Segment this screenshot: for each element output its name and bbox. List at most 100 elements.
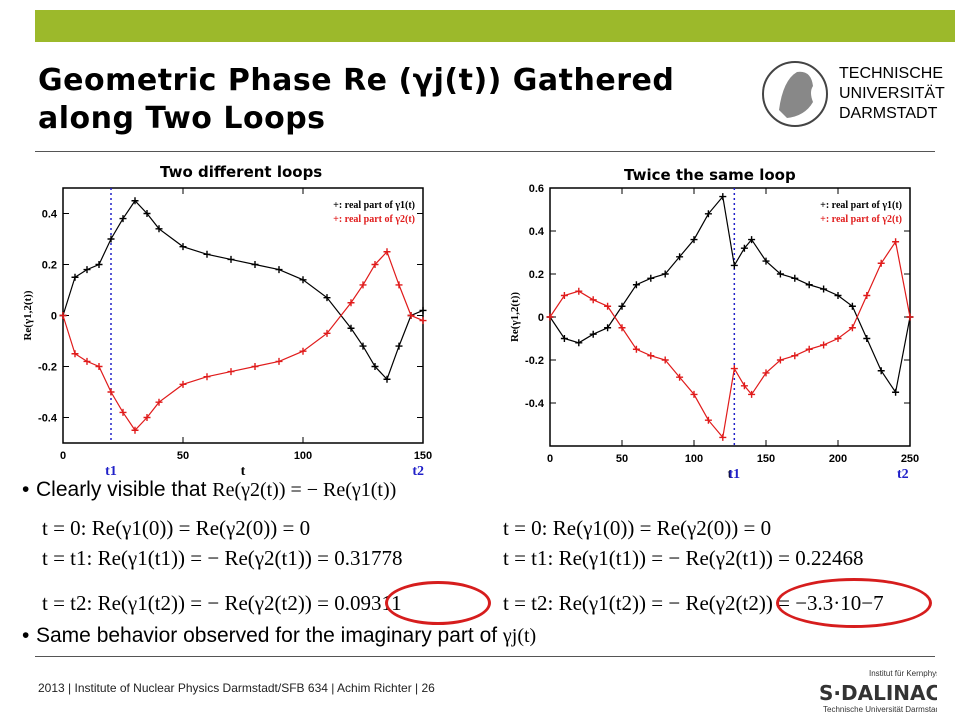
data-point: [632, 281, 640, 289]
data-point: [155, 225, 163, 233]
eq-left-1: t = 0: Re(γ1(0)) = Re(γ2(0)) = 0: [42, 516, 311, 540]
data-point: [251, 363, 259, 370]
data-point: [83, 357, 91, 365]
data-point: [107, 388, 115, 396]
data-point: [95, 261, 103, 268]
athena-head-icon: [779, 71, 813, 118]
data-point: [59, 312, 67, 319]
data-point: [805, 345, 813, 353]
data-point: [892, 238, 900, 246]
legend-entry: +: real part of γ2(t): [820, 214, 902, 225]
data-point: [863, 335, 871, 342]
data-point: [359, 281, 367, 289]
data-point: [347, 299, 355, 307]
data-point: [275, 266, 283, 274]
data-point: [371, 363, 379, 370]
data-point: [227, 368, 235, 376]
data-point: [395, 342, 403, 350]
data-point: [71, 273, 79, 281]
data-point: [776, 356, 784, 364]
data-point: [877, 367, 885, 375]
data-point: [676, 253, 684, 261]
footer-divider: [35, 656, 935, 657]
bullet-1-math: Re(γ2(t)) = − Re(γ1(t)): [212, 479, 397, 501]
highlight-circle-right: [776, 578, 932, 628]
data-point: [719, 193, 727, 201]
x-tick-label: 0: [547, 453, 553, 465]
chart2-title: Twice the same loop: [624, 166, 796, 184]
data-point: [748, 236, 756, 244]
data-point: [299, 276, 307, 284]
y-tick-label: 0.6: [529, 183, 544, 195]
legend-entry: +: real part of γ2(t): [333, 214, 415, 225]
plot-frame: [62, 187, 424, 444]
logo-emblem-icon: [762, 61, 828, 127]
data-point: [704, 210, 712, 218]
time-marker-label: t1: [105, 464, 117, 479]
data-point: [589, 330, 597, 338]
data-point: [820, 341, 828, 349]
header-divider: [35, 151, 935, 152]
data-point: [730, 365, 738, 373]
data-point: [371, 261, 379, 268]
data-point: [647, 352, 655, 360]
data-point: [71, 350, 79, 358]
tu-darmstadt-logo: TECHNISCHE UNIVERSITÄT DARMSTADT: [762, 61, 945, 127]
eq-right-1: t = 0: Re(γ1(0)) = Re(γ2(0)) = 0: [503, 516, 772, 540]
time-marker-label: t1: [728, 467, 740, 482]
data-point: [877, 259, 885, 267]
data-point: [299, 347, 307, 355]
data-point: [143, 414, 151, 421]
time-marker-label: t2: [412, 464, 424, 479]
y-tick-label: -0.2: [38, 362, 57, 374]
slide-title: Geometric Phase Re (γj(t)) Gathered alon…: [38, 62, 738, 138]
legend-entry: +: real part of γ1(t): [820, 200, 902, 211]
data-point: [776, 270, 784, 278]
data-point: [546, 313, 554, 321]
y-tick-label: 0.4: [42, 209, 58, 221]
eq-right-2: t = t1: Re(γ1(t1)) = − Re(γ2(t1)) = 0.22…: [503, 546, 864, 570]
data-point: [560, 335, 568, 342]
data-point: [848, 302, 856, 310]
x-tick-label: 150: [757, 453, 775, 465]
data-point: [762, 257, 770, 265]
bullet-1: • Clearly visible that Re(γ2(t)) = − Re(γ…: [22, 478, 397, 501]
x-axis-label: t: [728, 467, 733, 482]
chart-same-loop: -0.4 -0.2 0 0.2 0.4 0.6 0 50 100 150 200 250 Re(γ1,2…: [509, 183, 919, 482]
bullet-2-math: γj(t): [502, 625, 537, 647]
data-point: [906, 313, 914, 321]
y-tick-label: 0.2: [42, 260, 57, 272]
data-point: [155, 398, 163, 406]
data-point: [275, 357, 283, 365]
data-point: [179, 380, 187, 388]
data-point: [347, 324, 355, 332]
data-point: [863, 292, 871, 299]
data-point: [383, 375, 391, 383]
eq-left-2: t = t1: Re(γ1(t1)) = − Re(γ2(t1)) = 0.31…: [42, 546, 403, 570]
logo-text-1: TECHNISCHE: [839, 65, 943, 82]
data-point: [892, 388, 900, 396]
bullet-2-text: Same behavior observed for the imaginary…: [36, 624, 503, 647]
data-point: [690, 390, 698, 398]
data-point: [618, 324, 626, 332]
data-point: [661, 270, 669, 278]
data-point: [730, 261, 738, 269]
x-tick-label: 250: [901, 453, 919, 465]
dalinac-text-3: Technische Universität Darmstadt: [823, 705, 937, 714]
data-point: [251, 261, 259, 268]
data-point: [179, 243, 187, 251]
data-point: [834, 335, 842, 342]
data-point: [791, 352, 799, 360]
accent-bar: [35, 10, 955, 42]
data-point: [834, 292, 842, 299]
dalinac-text-2: S·DALINAC: [819, 681, 937, 705]
plot-frame: [549, 187, 911, 447]
data-point: [131, 426, 139, 434]
data-point: [119, 408, 127, 416]
data-point: [661, 356, 669, 364]
data-point: [419, 317, 427, 325]
data-point: [690, 236, 698, 244]
y-tick-label: -0.4: [525, 398, 545, 410]
data-point: [203, 250, 211, 258]
data-point: [762, 369, 770, 377]
